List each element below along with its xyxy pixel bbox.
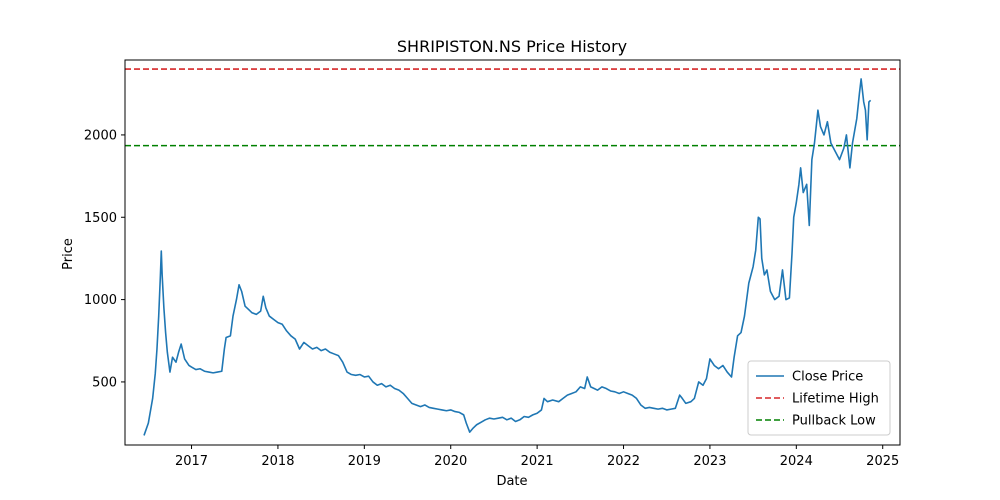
axis-ticks: 2017 2018 2019 2020 2021 2022 2023 2024 2025 500 1… xyxy=(84,128,899,469)
y-tick-label: 1000 xyxy=(84,293,117,308)
x-tick-label: 2019 xyxy=(348,454,381,469)
x-tick-label: 2022 xyxy=(607,454,640,469)
x-tick-label: 2024 xyxy=(780,454,813,469)
x-tick-label: 2020 xyxy=(434,454,467,469)
x-tick-label: 2025 xyxy=(866,454,899,469)
x-tick-label: 2017 xyxy=(175,454,208,469)
x-tick-label: 2021 xyxy=(521,454,554,469)
y-tick-label: 500 xyxy=(92,375,117,390)
legend-box xyxy=(747,360,891,436)
y-tick-label: 2000 xyxy=(84,128,117,143)
legend-label: Close Price xyxy=(792,370,863,385)
x-tick-label: 2023 xyxy=(693,454,726,469)
y-axis-label: Price xyxy=(61,238,76,270)
series-line-close-price xyxy=(143,78,872,436)
chart-title: SHRIPISTON.NS Price History xyxy=(397,37,627,56)
legend-label: Lifetime High xyxy=(792,392,879,407)
plot-area xyxy=(125,68,900,436)
x-axis-label: Date xyxy=(496,474,527,489)
plot-frame xyxy=(124,59,901,446)
y-tick-label: 1500 xyxy=(84,211,117,226)
legend: Close Price Lifetime High Pullback Low xyxy=(747,360,891,436)
legend-label: Pullback Low xyxy=(792,414,876,429)
x-tick-label: 2018 xyxy=(261,454,294,469)
